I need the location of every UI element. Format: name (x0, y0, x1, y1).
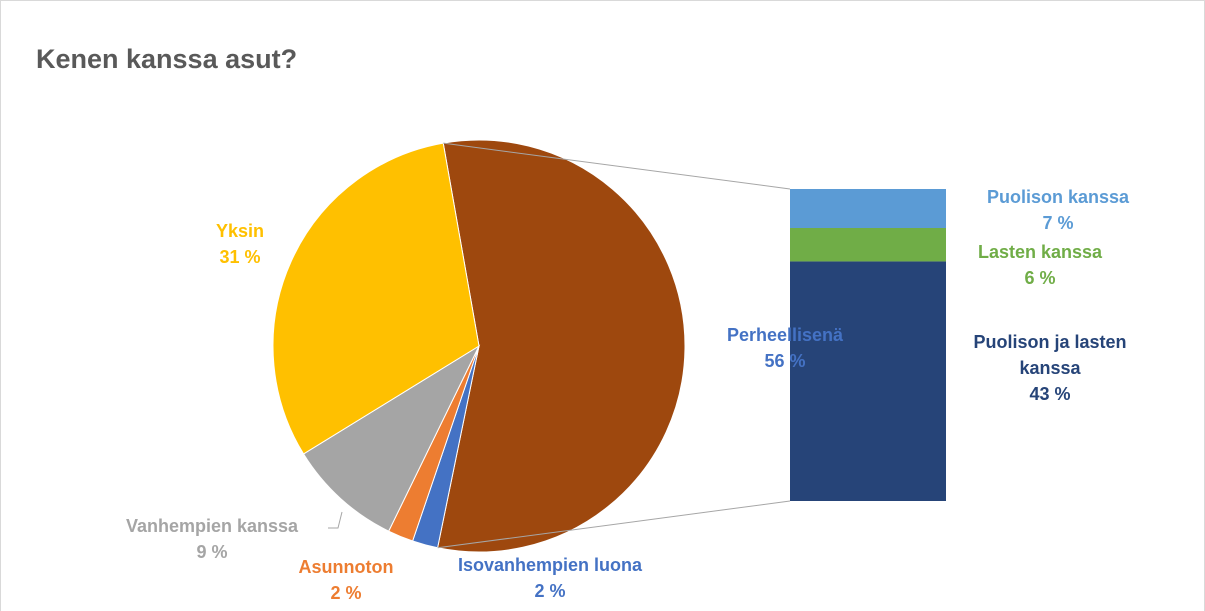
label-text: 31 % (219, 247, 261, 267)
data-label: Puolison kanssa 7 % (987, 184, 1129, 236)
connector (437, 500, 791, 549)
data-label: Isovanhempien luona 2 % (458, 552, 642, 604)
chart-title: Kenen kanssa asut? (36, 44, 298, 74)
pie-slice (272, 142, 480, 455)
leader-line (328, 511, 343, 529)
label-text: 56 % (764, 351, 806, 371)
label-text: 2 % (534, 581, 566, 601)
label-text: 7 % (1042, 213, 1074, 233)
data-label: Perheellisenä 56 % (727, 322, 843, 374)
label-text: 43 % (1029, 384, 1071, 404)
bar-segment (790, 189, 946, 228)
data-label: Asunnoton 2 % (299, 554, 394, 606)
data-label: Yksin 31 % (216, 218, 264, 270)
pie-slice (302, 344, 481, 532)
label-text: Asunnoton (298, 557, 394, 577)
label-text: 6 % (1024, 268, 1056, 288)
label-text: Vanhempien kanssa (125, 516, 299, 536)
bar-segment (790, 228, 946, 262)
label-text: Puolison kanssa (986, 187, 1130, 207)
label-text: 9 % (196, 542, 228, 562)
data-label: Puolison ja lasten kanssa 43 % (950, 329, 1150, 407)
label-text: Yksin (215, 221, 265, 241)
label-text: Lasten kanssa (977, 242, 1103, 262)
data-label: Vanhempien kanssa 9 % (126, 513, 298, 565)
label-text: 2 % (330, 583, 362, 603)
pie-slice (436, 139, 686, 553)
label-text: Isovanhempien luona (457, 555, 643, 575)
label-text: Perheellisenä (726, 325, 844, 345)
bar-segment (790, 261, 946, 501)
label-text: Puolison ja lasten kanssa (973, 332, 1127, 378)
data-label: Lasten kanssa 6 % (978, 239, 1102, 291)
connector (443, 142, 791, 190)
